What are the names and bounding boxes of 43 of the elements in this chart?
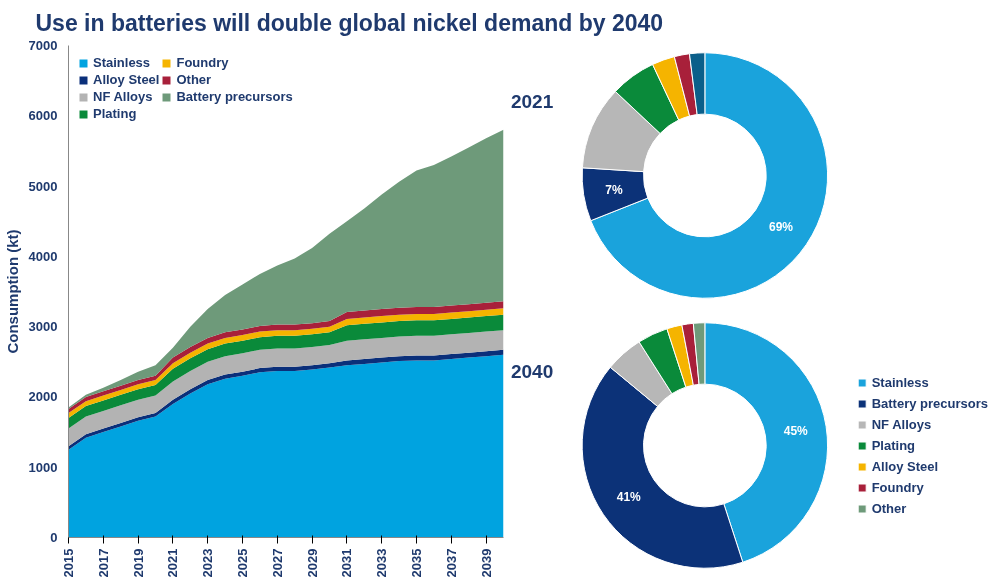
legend-label: Battery precursors: [871, 395, 988, 411]
y-tick-label: 7000: [28, 38, 58, 53]
x-tick-label: 2029: [304, 548, 320, 578]
legend-label: NF Alloys: [871, 416, 932, 432]
x-tick-label: 2017: [95, 548, 111, 578]
x-tick-label: 2021: [165, 548, 181, 578]
legend-label: Alloy Steel: [93, 72, 160, 87]
x-tick-label: 2031: [339, 548, 355, 578]
legend-label: Stainless: [93, 55, 151, 70]
y-tick-label: 0: [50, 530, 58, 545]
chart-title: Use in batteries will double global nickel demand by 2040: [35, 9, 664, 36]
x-tick-label: 2033: [374, 548, 390, 578]
data-label: 69%: [768, 220, 794, 235]
x-tick-label: 2027: [269, 548, 285, 578]
text: 2021: [510, 91, 554, 113]
data-label: 7%: [605, 182, 623, 197]
x-tick-label: 2015: [61, 548, 76, 578]
legend-label: Battery precursors: [176, 89, 293, 104]
y-tick-label: 1000: [28, 459, 58, 475]
y-tick-label: 6000: [28, 108, 58, 124]
legend-label: Foundry: [176, 55, 229, 70]
text: 2040: [510, 361, 554, 383]
legend-label: Foundry: [871, 479, 924, 495]
legend-label: Plating: [871, 437, 916, 453]
x-tick-label: 2025: [235, 548, 250, 578]
x-tick-label: 2039: [478, 548, 494, 578]
legend-label: Plating: [93, 106, 137, 121]
x-tick-label: 2019: [130, 548, 146, 578]
y-tick-label: 5000: [28, 178, 58, 194]
data-label: 45%: [783, 424, 809, 439]
x-tick-label: 2035: [409, 548, 424, 578]
legend-label: Stainless: [871, 374, 929, 390]
legend-label: Alloy Steel: [871, 458, 939, 474]
y-tick-label: 3000: [28, 319, 58, 335]
legend-label: NF Alloys: [93, 89, 153, 104]
x-tick-label: 2023: [200, 548, 216, 578]
x-tick-label: 2037: [443, 548, 459, 578]
legend-label: Other: [176, 72, 212, 87]
y-tick-label: 4000: [28, 248, 58, 264]
y-tick-label: 2000: [28, 389, 58, 405]
legend-label: Other: [871, 500, 907, 516]
data-label: 41%: [616, 490, 642, 505]
y-axis-title: Consumption (kt): [3, 229, 21, 354]
